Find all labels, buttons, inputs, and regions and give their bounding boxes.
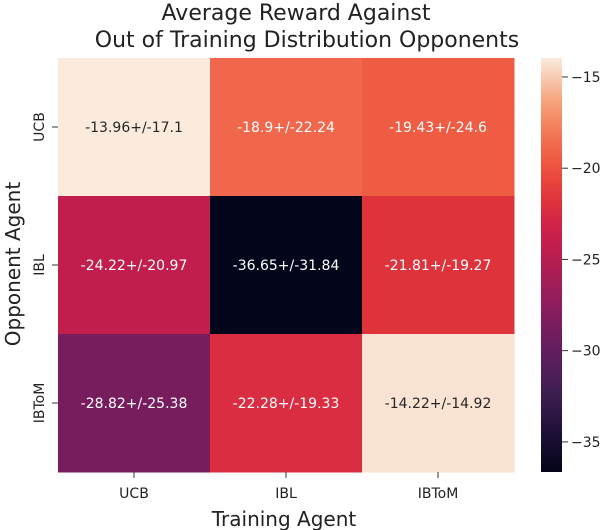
cell-value-label: -24.22+/-20.97 [81, 258, 188, 274]
y-tick-label: UCB [32, 112, 48, 142]
x-axis-ticks: UCB IBL IBToM [119, 472, 458, 502]
heatmap-cell [58, 334, 211, 473]
cell-value-label: -18.9+/-22.24 [237, 120, 335, 136]
cell-value-label: -19.43+/-24.6 [389, 120, 487, 136]
y-tick-label: IBL [32, 254, 48, 276]
colorbar-tick-label: −35 [571, 435, 601, 451]
heatmap-cell [210, 58, 363, 197]
y-axis-label: Opponent Agent [1, 182, 25, 347]
heatmap-cell [58, 58, 211, 197]
x-axis-label: Training Agent [211, 507, 357, 530]
heatmap-cell [210, 196, 363, 335]
colorbar-tick-label: −15 [571, 70, 601, 86]
cell-value-label: -36.65+/-31.84 [233, 258, 340, 274]
colorbar-tick-label: −25 [571, 252, 601, 268]
heatmap-cell [362, 58, 515, 197]
x-tick-label: UCB [119, 486, 149, 502]
heatmap-cell [362, 196, 515, 335]
cell-value-label: -22.28+/-19.33 [233, 396, 340, 412]
colorbar-ticks: −15 −20 −25 −30 −35 [562, 70, 601, 451]
x-tick-label: IBL [275, 486, 297, 502]
heatmap-cell [58, 196, 211, 335]
y-axis-ticks: UCB IBL IBToM [32, 112, 58, 423]
heatmap-cells [58, 58, 515, 473]
x-tick-label: IBToM [418, 486, 459, 502]
colorbar-tick-label: −20 [571, 161, 601, 177]
heatmap-cell [362, 334, 515, 473]
cell-value-label: -21.81+/-19.27 [385, 258, 492, 274]
cell-value-label: -13.96+/-17.1 [85, 120, 183, 136]
chart-title-line-1: Average Reward Against [162, 1, 431, 26]
chart-title-line-2: Out of Training Distribution Opponents [95, 28, 519, 53]
colorbar-tick-label: −30 [571, 344, 601, 360]
heatmap-cell [210, 334, 363, 473]
cell-value-label: -14.22+/-14.92 [385, 396, 492, 412]
y-tick-label: IBToM [32, 383, 48, 424]
heatmap-cell-labels: -13.96+/-17.1 -18.9+/-22.24 -19.43+/-24.6 -… [81, 120, 492, 412]
colorbar [541, 58, 562, 472]
cell-value-label: -28.82+/-25.38 [81, 396, 188, 412]
